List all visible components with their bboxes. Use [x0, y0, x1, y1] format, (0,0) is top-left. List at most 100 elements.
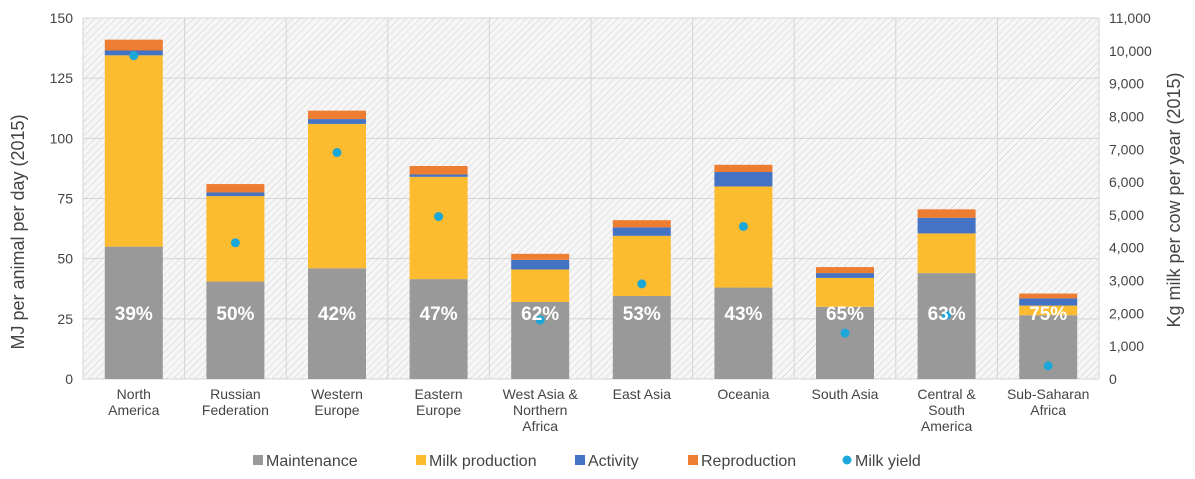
bar-reproduction — [612, 220, 671, 228]
percent-label: 50% — [216, 304, 254, 325]
legend-swatch — [416, 455, 426, 465]
left-axis-title: MJ per animal per day (2015) — [8, 114, 28, 349]
y-tick-label: 100 — [50, 130, 74, 146]
y2-tick-label: 1,000 — [1109, 338, 1144, 354]
milk-yield-point — [129, 51, 139, 61]
bar-milk-production — [511, 269, 570, 302]
legend: Maintenance Milk production Activity Reprod… — [253, 453, 921, 470]
percent-label: 53% — [623, 304, 661, 325]
milk-yield-point — [332, 148, 342, 158]
legend-label: Milk yield — [855, 453, 921, 470]
y-tick-label: 50 — [57, 251, 73, 267]
bar-activity — [612, 227, 671, 236]
percent-label: 75% — [1029, 304, 1067, 325]
y2-tick-label: 2,000 — [1109, 305, 1144, 321]
bar-activity — [409, 174, 468, 177]
bar-maintenance — [308, 268, 366, 379]
bar-activity — [714, 172, 773, 187]
y2-tick-label: 4,000 — [1109, 240, 1144, 256]
legend-label: Reproduction — [701, 453, 796, 470]
y-tick-label: 125 — [50, 70, 74, 86]
milk-yield-points — [129, 51, 1053, 371]
category-label: West Asia & Northern Africa — [503, 386, 579, 434]
bar-reproduction — [1019, 293, 1078, 299]
bar-reproduction — [409, 166, 468, 175]
legend-swatch — [688, 455, 698, 465]
category-label: Russian Federation — [202, 386, 269, 418]
y2-tick-label: 8,000 — [1109, 108, 1144, 124]
percent-label: 62% — [521, 304, 559, 325]
y2-tick-label: 10,000 — [1109, 43, 1152, 59]
bar-activity — [1019, 298, 1078, 306]
bar-maintenance — [206, 281, 265, 379]
bar-reproduction — [104, 39, 163, 51]
percent-label: 39% — [115, 304, 153, 325]
category-label: Eastern Europe — [414, 386, 462, 418]
y-tick-label: 75 — [57, 191, 73, 207]
bar-reproduction — [308, 110, 366, 120]
category-label: East Asia — [613, 386, 672, 402]
bar-milk-production — [409, 176, 468, 280]
bar-maintenance — [409, 279, 468, 379]
percent-label: 47% — [420, 304, 458, 325]
y2-tick-label: 3,000 — [1109, 273, 1144, 289]
bar-maintenance — [816, 306, 874, 379]
bar-maintenance — [511, 301, 570, 379]
y-tick-label: 0 — [65, 371, 73, 387]
gridlines — [82, 17, 1100, 380]
bar-milk-production — [1019, 305, 1078, 316]
bar-maintenance — [104, 246, 163, 379]
bar-reproduction — [816, 267, 874, 274]
y2-tick-label: 7,000 — [1109, 141, 1144, 157]
bar-milk-production — [308, 123, 366, 269]
bars — [104, 39, 1078, 379]
bar-reproduction — [511, 253, 570, 260]
milk-yield-point — [434, 212, 444, 222]
bar-milk-production — [917, 233, 976, 274]
legend-marker — [842, 455, 852, 465]
milk-yield-point — [535, 315, 545, 325]
percent-labels: 39% 50% 42% 47% 62% 53% 43% 65% 63% 75% — [115, 304, 1068, 325]
bar-reproduction — [714, 164, 773, 173]
bar-maintenance — [714, 287, 773, 379]
bar-activity — [511, 259, 570, 270]
category-label: South Asia — [812, 386, 879, 402]
legend-swatch — [575, 455, 585, 465]
bar-activity — [917, 217, 976, 234]
y-tick-label: 150 — [50, 10, 74, 26]
y2-tick-label: 5,000 — [1109, 207, 1144, 223]
bar-activity — [206, 192, 265, 197]
y2-tick-label: 11,000 — [1109, 10, 1151, 26]
right-axis-title: Kg milk per cow per year (2015) — [1164, 72, 1184, 327]
legend-swatch — [253, 455, 263, 465]
legend-label: Maintenance — [266, 453, 358, 470]
bar-reproduction — [206, 184, 265, 193]
percent-label: 43% — [724, 304, 762, 325]
left-axis-ticks: 0 25 50 75 100 125 150 — [50, 10, 74, 387]
category-label: Oceania — [717, 386, 769, 402]
legend-label: Activity — [588, 453, 639, 470]
milk-yield-point — [230, 238, 240, 248]
milk-yield-point — [1043, 361, 1053, 371]
bar-activity — [308, 119, 366, 124]
right-axis-ticks: 0 1,000 2,000 3,000 4,000 5,000 6,000 7,000 8,00… — [1109, 10, 1152, 387]
percent-label: 42% — [318, 304, 356, 325]
percent-label: 65% — [826, 304, 864, 325]
bar-milk-production — [714, 186, 773, 288]
milk-yield-point — [738, 221, 748, 231]
category-labels: North America Russian Federation Western Euro… — [108, 386, 1089, 434]
y2-tick-label: 0 — [1109, 371, 1117, 387]
y2-tick-label: 6,000 — [1109, 174, 1144, 190]
bar-maintenance — [917, 273, 976, 379]
percent-label: 63% — [928, 304, 966, 325]
milk-yield-point — [637, 279, 647, 289]
category-label: Sub-Saharan Africa — [1007, 386, 1090, 418]
milk-yield-point — [840, 328, 850, 338]
category-label: Central & South America — [917, 386, 976, 434]
y-tick-label: 25 — [57, 311, 73, 327]
bar-milk-production — [104, 55, 163, 247]
milk-yield-point — [942, 310, 952, 320]
bar-activity — [816, 273, 874, 278]
y2-tick-label: 9,000 — [1109, 76, 1144, 92]
